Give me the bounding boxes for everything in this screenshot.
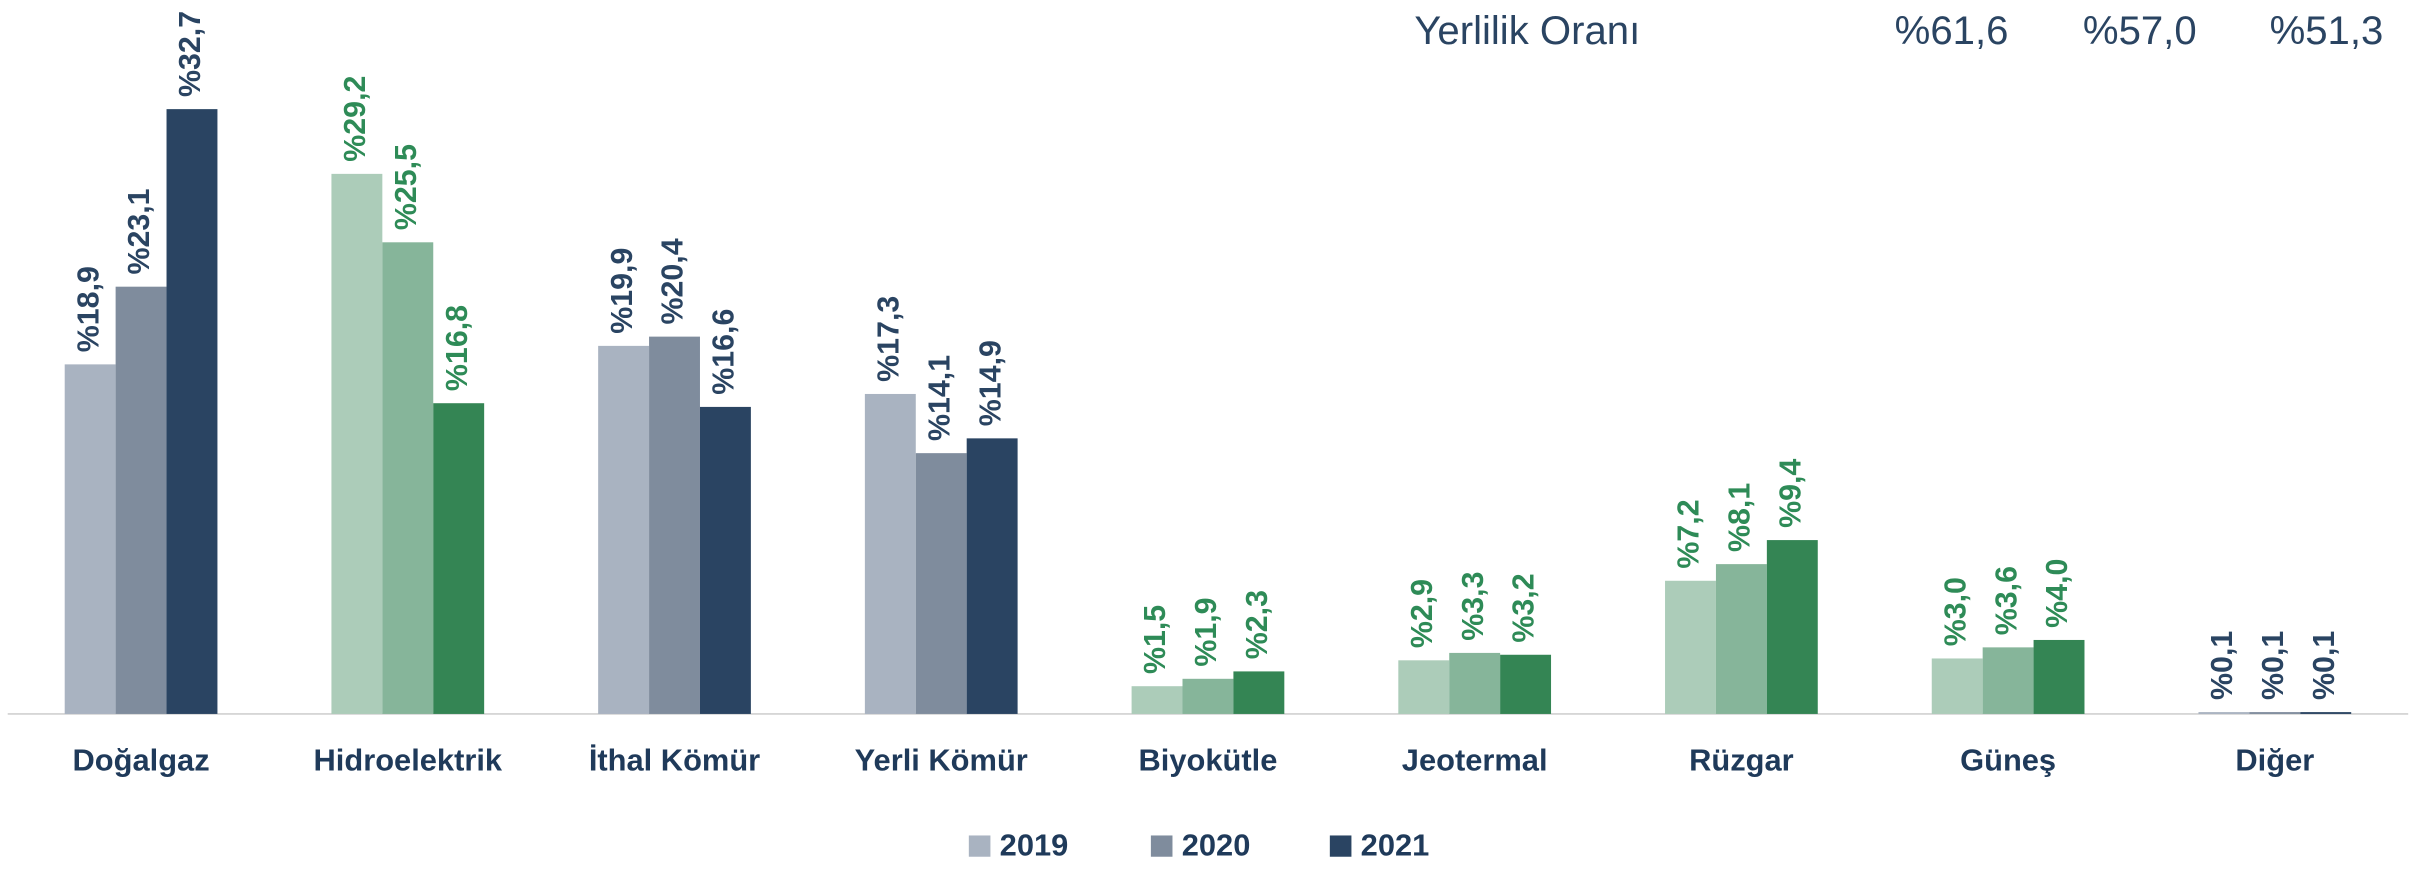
bar bbox=[1449, 652, 1501, 714]
value-label: %3,0 bbox=[1938, 577, 1972, 646]
x-tick-label: Yerli Kömür bbox=[855, 744, 1028, 778]
value-label: %0,1 bbox=[2205, 631, 2239, 700]
bar bbox=[433, 403, 485, 714]
x-tick-label: Güneş bbox=[1960, 744, 2056, 778]
value-label: %19,9 bbox=[605, 248, 639, 334]
bar bbox=[2033, 639, 2085, 714]
value-label: %20,4 bbox=[655, 238, 689, 324]
x-tick-label: Doğalgaz bbox=[73, 744, 210, 778]
value-label: %17,3 bbox=[871, 296, 905, 382]
value-label: %3,3 bbox=[1456, 572, 1490, 641]
x-tick-label: Hidroelektrik bbox=[314, 744, 504, 778]
bar bbox=[915, 453, 967, 714]
value-label: %23,1 bbox=[122, 188, 156, 274]
bar bbox=[1982, 647, 2034, 714]
annotation-value: %57,0 bbox=[2083, 9, 2197, 53]
x-tick-label: Diğer bbox=[2235, 744, 2314, 778]
legend-label: 2021 bbox=[1361, 829, 1430, 863]
bar bbox=[1182, 678, 1234, 714]
bar bbox=[115, 286, 167, 714]
value-label: %1,9 bbox=[1189, 597, 1223, 666]
bar bbox=[2198, 712, 2250, 714]
value-label: %2,9 bbox=[1405, 579, 1439, 648]
legend-swatch bbox=[968, 835, 991, 857]
bar bbox=[699, 406, 751, 714]
bar bbox=[331, 173, 383, 714]
legend-swatch bbox=[1329, 835, 1352, 857]
x-tick-label: Jeotermal bbox=[1402, 744, 1548, 778]
value-label: %16,8 bbox=[440, 305, 474, 391]
value-label: %3,6 bbox=[1989, 566, 2023, 635]
bar bbox=[1665, 580, 1716, 714]
value-label: %9,4 bbox=[1773, 459, 1807, 528]
value-label: %16,6 bbox=[706, 309, 740, 395]
value-label: %1,5 bbox=[1138, 605, 1172, 674]
bar bbox=[1500, 654, 1552, 714]
bar bbox=[166, 109, 218, 714]
x-tick-label: Biyokütle bbox=[1139, 744, 1278, 778]
annotation-value: %61,6 bbox=[1895, 9, 2009, 53]
legend-label: 2019 bbox=[1000, 829, 1069, 863]
value-label: %7,2 bbox=[1671, 499, 1705, 568]
bar bbox=[1931, 658, 1983, 714]
bar bbox=[598, 345, 650, 714]
annotation-text: Yerlilik Oranı bbox=[1414, 9, 1640, 53]
x-tick-label: Rüzgar bbox=[1689, 744, 1794, 778]
value-label: %4,0 bbox=[2040, 559, 2074, 628]
value-label: %0,1 bbox=[2256, 631, 2290, 700]
legend-label: 2020 bbox=[1182, 829, 1251, 863]
bar bbox=[1766, 540, 1818, 714]
bar bbox=[64, 364, 116, 714]
value-label: %3,2 bbox=[1507, 573, 1541, 642]
value-label: %2,3 bbox=[1240, 590, 1274, 659]
bar bbox=[1233, 671, 1285, 714]
value-label: %14,9 bbox=[973, 340, 1007, 426]
bar bbox=[966, 438, 1018, 714]
value-label: %14,1 bbox=[922, 355, 956, 441]
bar bbox=[649, 336, 700, 714]
bar bbox=[1715, 564, 1767, 714]
bar bbox=[382, 242, 434, 714]
bar bbox=[1131, 686, 1183, 714]
bar bbox=[2249, 712, 2301, 714]
value-label: %0,1 bbox=[2307, 631, 2341, 700]
annotation-value: %51,3 bbox=[2270, 9, 2384, 53]
legend-swatch bbox=[1150, 835, 1173, 857]
value-label: %18,9 bbox=[71, 266, 105, 352]
value-label: %29,2 bbox=[338, 76, 372, 162]
bar bbox=[864, 393, 916, 714]
bar bbox=[2300, 712, 2352, 714]
bar bbox=[1398, 660, 1450, 714]
value-label: %25,5 bbox=[389, 144, 423, 230]
x-tick-label: İthal Kömür bbox=[589, 744, 760, 778]
value-label: %8,1 bbox=[1722, 483, 1756, 552]
value-label: %32,7 bbox=[173, 11, 207, 97]
